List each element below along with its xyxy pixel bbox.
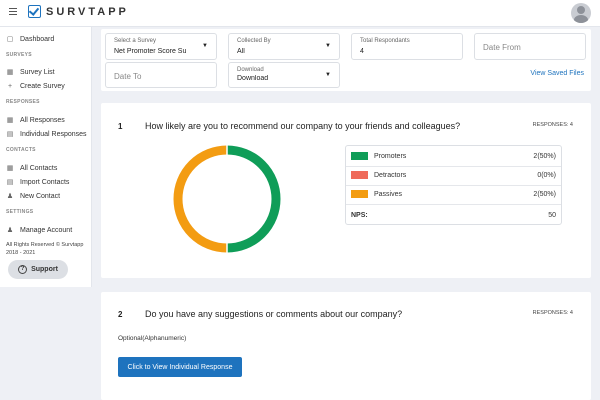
date-from-placeholder: Date From bbox=[483, 43, 521, 52]
sidebar-item-label: Survey List bbox=[20, 68, 55, 76]
logo-text: SURVTAPP bbox=[46, 5, 129, 18]
copyright-text: All Rights Reserved © Survtapp 2018 - 20… bbox=[6, 242, 84, 256]
view-saved-files-link[interactable]: View Saved Files bbox=[530, 70, 584, 77]
response-count: RESPONSES: 4 bbox=[532, 310, 573, 316]
legend-swatch bbox=[351, 171, 368, 179]
filter-panel: Select a Survey Net Promoter Score Su ▼ … bbox=[101, 29, 591, 91]
date-to-input[interactable]: Date To bbox=[105, 62, 217, 88]
user-icon: ♟ bbox=[6, 227, 14, 234]
help-icon: ? bbox=[18, 265, 28, 274]
dashboard-icon: ▢ bbox=[6, 36, 14, 43]
collected-by-select[interactable]: Collected By All ▼ bbox=[228, 33, 340, 60]
sidebar-item-individual-responses[interactable]: ▤ Individual Responses bbox=[6, 129, 87, 139]
sidebar-item-label: New Contact bbox=[20, 192, 61, 200]
document-icon: ▤ bbox=[6, 131, 14, 138]
sidebar-item-all-responses[interactable]: ▦ All Responses bbox=[6, 115, 65, 125]
legend-row-detractors: Detractors 0(0%) bbox=[351, 170, 556, 180]
logo-check-icon bbox=[28, 5, 41, 18]
sidebar-item-create-survey[interactable]: + Create Survey bbox=[6, 81, 65, 91]
nps-label: NPS: bbox=[351, 211, 368, 219]
collected-by-label: Collected By bbox=[237, 38, 271, 44]
sidebar-heading-responses: RESPONSES bbox=[6, 99, 40, 105]
sidebar-heading-settings: SETTINGS bbox=[6, 209, 34, 215]
legend-swatch bbox=[351, 190, 368, 198]
sidebar-item-label: All Responses bbox=[20, 116, 65, 124]
sidebar-item-label: All Contacts bbox=[20, 164, 58, 172]
sidebar-item-label: Individual Responses bbox=[20, 130, 87, 138]
chevron-down-icon: ▼ bbox=[325, 43, 331, 49]
survey-select-label: Select a Survey bbox=[114, 38, 157, 44]
grid-icon: ▦ bbox=[6, 165, 14, 172]
donut-slice-promoters bbox=[226, 145, 281, 253]
chevron-down-icon: ▼ bbox=[325, 72, 331, 78]
question-text: How likely are you to recommend our comp… bbox=[145, 121, 461, 131]
sidebar-item-survey-list[interactable]: ▦ Survey List bbox=[6, 67, 55, 77]
menu-icon[interactable] bbox=[9, 8, 17, 16]
add-user-icon: ♟ bbox=[6, 193, 14, 200]
legend-row-passives: Passives 2(50%) bbox=[351, 189, 556, 199]
chevron-down-icon: ▼ bbox=[202, 43, 208, 49]
import-icon: ▤ bbox=[6, 179, 14, 186]
nps-donut-chart bbox=[173, 144, 281, 254]
sidebar-item-manage-account[interactable]: ♟ Manage Account bbox=[6, 225, 72, 235]
collected-by-value: All bbox=[237, 48, 245, 55]
legend-row-promoters: Promoters 2(50%) bbox=[351, 151, 556, 161]
sidebar-heading-contacts: CONTACTS bbox=[6, 147, 36, 153]
view-individual-response-button[interactable]: Click to View Individual Response bbox=[118, 357, 242, 377]
top-bar: SURVTAPP bbox=[0, 0, 600, 27]
sidebar-heading-surveys: SURVEYS bbox=[6, 52, 32, 58]
question-card-1: 1 How likely are you to recommend our co… bbox=[101, 103, 591, 278]
total-respondents-field: Total Respondants 4 bbox=[351, 33, 463, 60]
legend-value: 2(50%) bbox=[533, 190, 556, 198]
question-card-2: 2 Do you have any suggestions or comment… bbox=[101, 292, 591, 400]
legend-label: Promoters bbox=[374, 152, 407, 160]
date-to-placeholder: Date To bbox=[114, 72, 142, 81]
sidebar-item-import-contacts[interactable]: ▤ Import Contacts bbox=[6, 177, 70, 187]
response-count: RESPONSES: 4 bbox=[532, 122, 573, 128]
nps-legend: Promoters 2(50%) Detractors 0(0%) Passiv… bbox=[345, 145, 562, 225]
nps-value: 50 bbox=[548, 211, 556, 219]
total-respondents-label: Total Respondants bbox=[360, 38, 410, 44]
question-number: 2 bbox=[118, 310, 123, 319]
legend-value: 0(0%) bbox=[537, 171, 556, 179]
grid-icon: ▦ bbox=[6, 69, 14, 76]
download-select[interactable]: Download Download ▼ bbox=[228, 62, 340, 88]
support-button[interactable]: ? Support bbox=[8, 260, 68, 279]
user-avatar[interactable] bbox=[571, 3, 591, 23]
logo[interactable]: SURVTAPP bbox=[28, 5, 129, 18]
question-text: Do you have any suggestions or comments … bbox=[145, 309, 403, 319]
date-from-input[interactable]: Date From bbox=[474, 33, 586, 60]
sidebar-item-dashboard[interactable]: ▢ Dashboard bbox=[6, 34, 55, 44]
legend-value: 2(50%) bbox=[533, 152, 556, 160]
survey-select[interactable]: Select a Survey Net Promoter Score Su ▼ bbox=[105, 33, 217, 60]
sidebar-item-new-contact[interactable]: ♟ New Contact bbox=[6, 191, 60, 201]
sidebar-item-label: Dashboard bbox=[20, 35, 55, 43]
plus-icon: + bbox=[7, 82, 13, 90]
sidebar-item-all-contacts[interactable]: ▦ All Contacts bbox=[6, 163, 58, 173]
sidebar-item-label: Create Survey bbox=[20, 82, 65, 90]
legend-swatch bbox=[351, 152, 368, 160]
survey-select-value: Net Promoter Score Su bbox=[114, 48, 187, 55]
support-label: Support bbox=[31, 266, 58, 273]
legend-label: Detractors bbox=[374, 171, 407, 179]
nps-score-row: NPS: 50 bbox=[351, 210, 556, 220]
total-respondents-value: 4 bbox=[360, 48, 364, 55]
question-number: 1 bbox=[118, 122, 123, 131]
sidebar-item-label: Manage Account bbox=[20, 226, 73, 234]
sidebar-item-label: Import Contacts bbox=[20, 178, 70, 186]
sidebar: ▢ Dashboard SURVEYS ▦ Survey List + Crea… bbox=[0, 27, 92, 287]
optional-text: Optional(Alphanumeric) bbox=[118, 335, 187, 342]
legend-label: Passives bbox=[374, 190, 403, 198]
download-label: Download bbox=[237, 67, 264, 73]
grid-icon: ▦ bbox=[6, 117, 14, 124]
donut-slice-passives bbox=[173, 145, 228, 253]
download-value: Download bbox=[237, 75, 269, 82]
